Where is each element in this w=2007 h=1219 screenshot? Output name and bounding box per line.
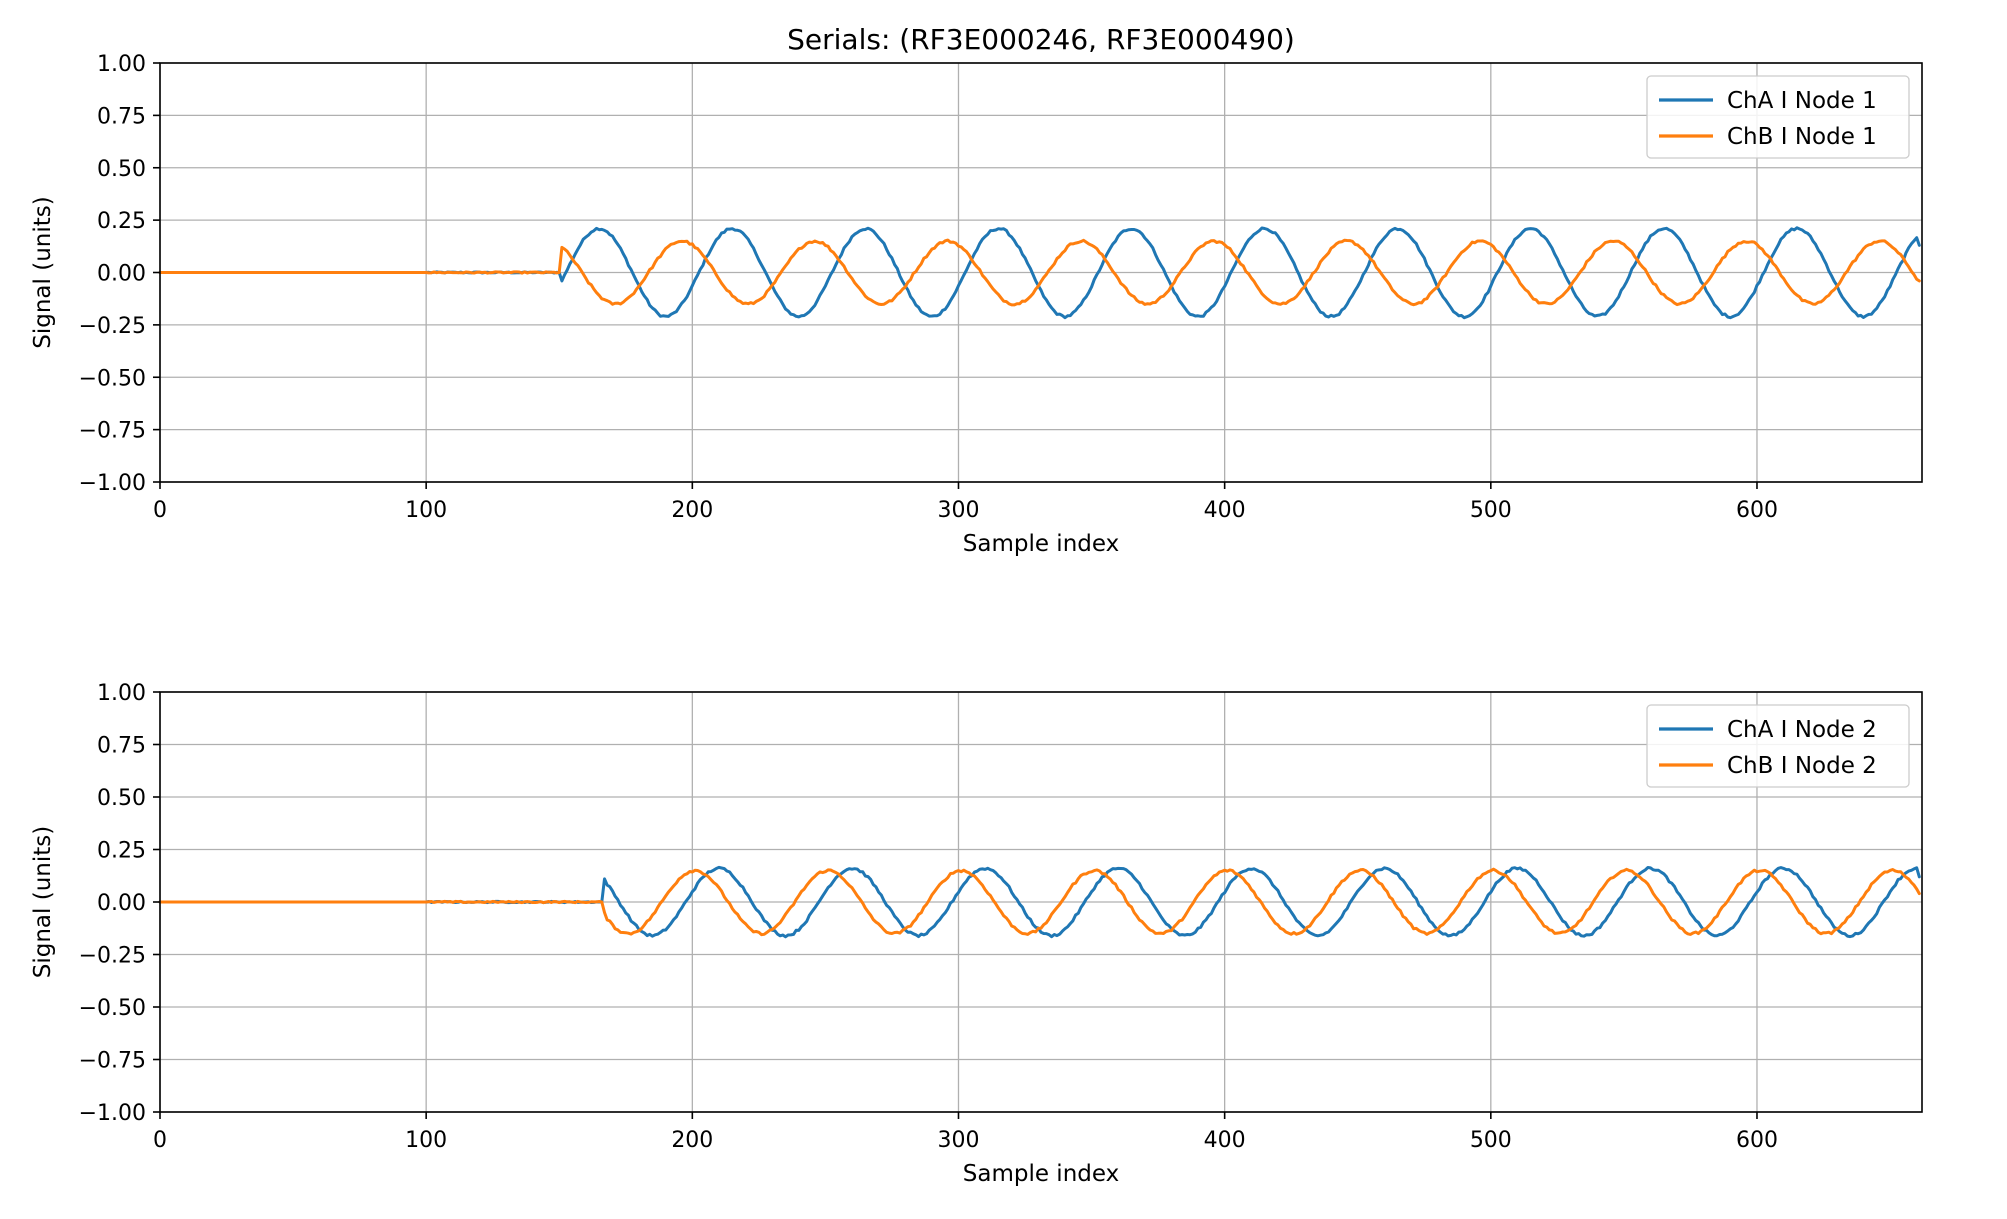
- x-tick-label: 300: [937, 498, 979, 523]
- legend: ChA I Node 2 ChB I Node 2: [1647, 705, 1909, 787]
- y-tick-label: 0.25: [97, 839, 146, 864]
- x-tick-label: 600: [1736, 1128, 1778, 1153]
- legend-label-1: ChA I Node 1: [1727, 88, 1877, 114]
- legend: ChA I Node 1 ChB I Node 1: [1647, 76, 1909, 158]
- x-tick-label: 100: [405, 498, 447, 523]
- x-tick-label: 100: [405, 1128, 447, 1153]
- y-axis-label: Signal (units): [30, 826, 56, 978]
- x-tick-label: 300: [937, 1128, 979, 1153]
- x-axis-label: Sample index: [963, 531, 1119, 557]
- x-tick-label: 600: [1736, 498, 1778, 523]
- y-tick-label: 1.00: [97, 52, 146, 77]
- x-tick-label: 0: [153, 1128, 167, 1153]
- y-tick-label: −0.25: [79, 314, 146, 339]
- y-tick-label: −0.75: [79, 419, 146, 444]
- y-tick-label: 0.00: [97, 262, 146, 287]
- y-tick-label: 0.25: [97, 209, 146, 234]
- x-tick-label: 0: [153, 498, 167, 523]
- x-tick-label: 400: [1204, 498, 1246, 523]
- y-tick-label: 0.00: [97, 891, 146, 916]
- x-tick-label: 200: [671, 498, 713, 523]
- legend-label-2: ChB I Node 1: [1727, 124, 1877, 150]
- y-tick-label: −0.75: [79, 1049, 146, 1074]
- y-tick-label: 1.00: [97, 681, 146, 706]
- legend-label-1: ChA I Node 2: [1727, 717, 1877, 743]
- x-tick-label: 200: [671, 1128, 713, 1153]
- y-axis-label: Signal (units): [30, 196, 56, 348]
- y-tick-label: 0.75: [97, 734, 146, 759]
- x-tick-label: 400: [1204, 1128, 1246, 1153]
- y-tick-label: 0.50: [97, 786, 146, 811]
- y-tick-label: −0.25: [79, 944, 146, 969]
- y-tick-label: 0.75: [97, 104, 146, 129]
- x-axis-label: Sample index: [963, 1161, 1119, 1187]
- x-tick-label: 500: [1470, 498, 1512, 523]
- y-tick-label: −0.50: [79, 366, 146, 391]
- y-tick-label: 0.50: [97, 157, 146, 182]
- y-tick-label: −0.50: [79, 996, 146, 1021]
- chart-title: Serials: (RF3E000246, RF3E000490): [787, 23, 1295, 56]
- y-tick-label: −1.00: [79, 1101, 146, 1126]
- x-tick-label: 500: [1470, 1128, 1512, 1153]
- legend-label-2: ChB I Node 2: [1727, 753, 1877, 779]
- y-tick-label: −1.00: [79, 471, 146, 496]
